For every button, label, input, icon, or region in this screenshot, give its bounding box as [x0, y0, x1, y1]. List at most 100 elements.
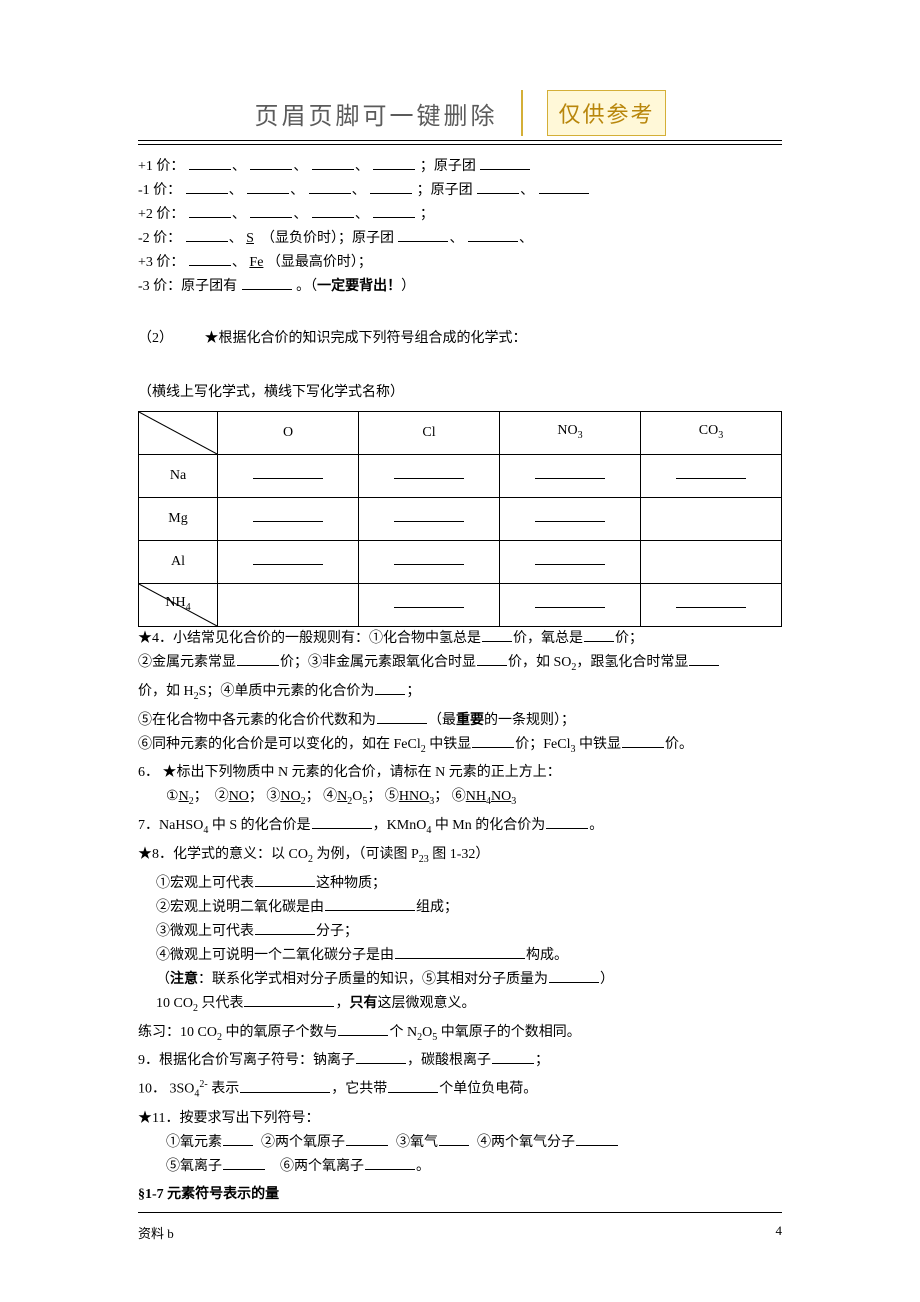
row-header: Na	[139, 455, 218, 498]
blank	[189, 155, 231, 170]
formula-table: O Cl NO3 CO3 Na Mg Al	[138, 411, 782, 627]
sep: 、	[355, 159, 369, 174]
col-header: Cl	[359, 412, 500, 455]
valence-minus3: -3 价：原子团有 。（一定要背出！）	[138, 275, 782, 299]
valence-minus2: -2 价： 、 S （显负价时）；原子团 、 、	[138, 227, 782, 251]
q4-line4: ⑤在化合物中各元素的化合价代数和为（最重要的一条规则）；	[138, 709, 782, 733]
table-row: Al	[139, 541, 782, 584]
must-memorize: 一定要背出！	[317, 279, 401, 294]
blank	[373, 155, 415, 170]
note-minus2: （显负价时）；原子团	[261, 231, 394, 246]
col-header: NO3	[500, 412, 641, 455]
practice: 练习：10 CO2 中的氧原子个数与个 N2O5 中氧原子的个数相同。	[138, 1021, 782, 1050]
table-row: Na	[139, 455, 782, 498]
blank	[189, 251, 231, 266]
blank	[398, 227, 448, 242]
header-badge: 仅供参考	[547, 90, 665, 136]
table-caption: （横线上写化学式，横线下写化学式名称）	[138, 381, 782, 405]
question-6: 6． ★标出下列物质中 N 元素的化合价，请标在 N 元素的正上方上：	[138, 761, 782, 785]
blank	[492, 1049, 534, 1064]
blank	[576, 1131, 618, 1146]
blank	[312, 155, 354, 170]
header-divider	[521, 90, 523, 136]
q8-note: （注意：联系化学式相对分子质量的知识，⑤其相对分子质量为）	[138, 968, 782, 992]
note-plus3: （显最高价时）；	[267, 255, 372, 270]
blank	[472, 733, 514, 748]
sep: 、	[355, 207, 369, 222]
q8-l4: ④微观上可说明一个二氧化碳分子是由构成。	[138, 944, 782, 968]
blank	[395, 944, 525, 959]
blank	[250, 203, 292, 218]
sep: 、	[232, 255, 246, 270]
sep: 、	[449, 231, 463, 246]
row-header: Mg	[139, 498, 218, 541]
blank	[346, 1131, 388, 1146]
col-header: O	[218, 412, 359, 455]
question-8: ★8．化学式的意义：以 CO2 为例，（可读图 P23 图 1-32）	[138, 843, 782, 872]
blank	[223, 1155, 265, 1170]
blank	[539, 179, 589, 194]
diagonal-line-icon	[139, 412, 217, 454]
q11-line2: ⑤氧离子 ⑥两个氧离子。	[138, 1155, 782, 1179]
table-row: NH4	[139, 584, 782, 627]
valence-plus3: +3 价： 、 Fe （显最高价时）；	[138, 251, 782, 275]
blank	[477, 651, 507, 666]
blank	[325, 896, 415, 911]
row-header: Al	[139, 541, 218, 584]
blank	[247, 179, 289, 194]
sep: 、	[293, 159, 307, 174]
q4-line2: ②金属元素常显价；③非金属元素跟氧化合时显价，如 SO2，跟氢化合时常显	[138, 651, 782, 680]
blank	[338, 1021, 388, 1036]
table-corner-cell	[139, 412, 218, 455]
q6-items: ①N2； ②NO； ③NO2； ④N2O5； ⑤HNO3； ⑥NH4NO3	[138, 785, 782, 814]
blank	[186, 179, 228, 194]
blank	[439, 1131, 469, 1146]
sep: 、	[519, 231, 533, 246]
blank	[186, 227, 228, 242]
document-body: +1 价： 、 、 、 ；原子团 -1 价： 、 、 、 ；原子团 、 +2 价…	[138, 155, 782, 1207]
semicolon: ；	[420, 207, 434, 222]
blank	[477, 179, 519, 194]
blank	[546, 814, 588, 829]
sep: 、	[352, 183, 366, 198]
diagonal-line-icon	[139, 584, 217, 626]
valence-minus1: -1 价： 、 、 、 ；原子团 、	[138, 179, 782, 203]
table-cell	[359, 455, 500, 498]
blank	[480, 155, 530, 170]
page-footer: 资料 b 4	[138, 1212, 782, 1242]
table-cell	[359, 541, 500, 584]
table-cell	[218, 584, 359, 627]
table-cell	[500, 455, 641, 498]
label-plus2: +2 价：	[138, 207, 184, 222]
table-cell	[218, 498, 359, 541]
close-paren: ）	[401, 279, 415, 294]
blank	[242, 275, 292, 290]
valence-plus2: +2 价： 、 、 、 ；	[138, 203, 782, 227]
question-2: （2） ★根据化合价的知识完成下列符号组合成的化学式：	[138, 327, 782, 351]
table-cell	[359, 498, 500, 541]
section-heading: §1-7 元素符号表示的量	[138, 1183, 782, 1207]
sep: 、	[293, 207, 307, 222]
label-minus3: -3 价：原子团有	[138, 279, 237, 294]
blank	[373, 203, 415, 218]
blank	[223, 1131, 253, 1146]
sep: 、	[290, 183, 304, 198]
question-9: 9．根据化合价写离子符号：钠离子，碳酸根离子；	[138, 1049, 782, 1073]
atom-group-label: ；原子团	[417, 183, 473, 198]
col-header: CO3	[641, 412, 782, 455]
blank	[244, 992, 334, 1007]
sep: 、	[232, 159, 246, 174]
sep: 、	[229, 231, 243, 246]
blank	[309, 179, 351, 194]
blank	[312, 814, 372, 829]
blank	[388, 1078, 438, 1093]
footer-left: 资料 b	[138, 1223, 174, 1242]
blank	[189, 203, 231, 218]
label-plus1: +1 价：	[138, 159, 184, 174]
blank	[377, 709, 427, 724]
blank	[370, 179, 412, 194]
table-cell	[500, 498, 641, 541]
atom-group-label: ；原子团	[420, 159, 476, 174]
table-cell	[641, 455, 782, 498]
sep: 、	[520, 183, 534, 198]
